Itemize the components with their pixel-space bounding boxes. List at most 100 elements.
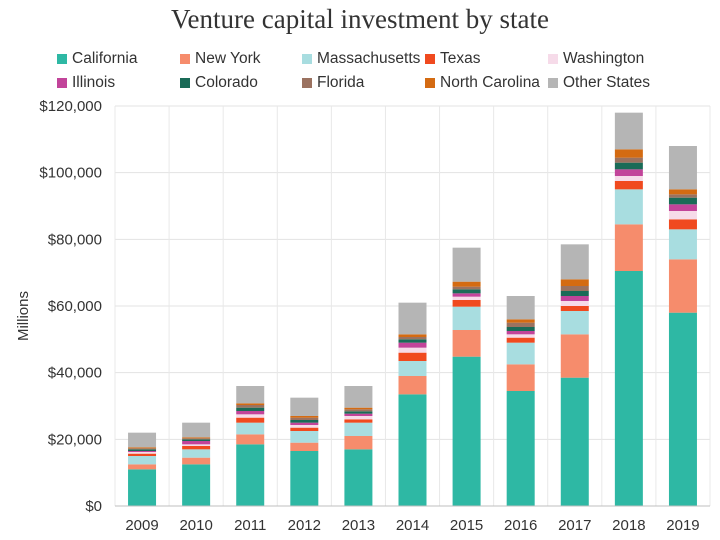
bar-colorado-2009	[128, 449, 157, 451]
bar-other-states-2017	[560, 244, 589, 280]
bar-texas-2017	[560, 306, 589, 311]
bar-massachusetts-2018	[614, 189, 643, 225]
bar-washington-2012	[290, 425, 319, 428]
legend-label: California	[72, 50, 138, 67]
bar-massachusetts-2019	[668, 229, 697, 260]
bar-illinois-2019	[668, 204, 697, 211]
bar-colorado-2010	[182, 439, 211, 441]
bar-north-carolina-2019	[668, 189, 697, 195]
bar-massachusetts-2010	[182, 449, 211, 458]
bar-other-states-2019	[668, 146, 697, 190]
legend-item-washington: Washington	[548, 49, 644, 69]
x-tick-label: 2011	[234, 517, 266, 534]
bar-texas-2013	[344, 419, 373, 423]
bar-new-york-2013	[344, 436, 373, 450]
x-tick-label: 2013	[342, 517, 375, 534]
bar-colorado-2013	[344, 411, 373, 414]
bar-north-carolina-2009	[128, 447, 157, 449]
bar-colorado-2012	[290, 420, 319, 423]
bar-colorado-2011	[236, 407, 265, 411]
bar-texas-2016	[506, 337, 535, 343]
legend-swatch	[302, 54, 312, 64]
legend-swatch	[548, 78, 558, 88]
legend-item-colorado: Colorado	[180, 73, 258, 93]
bar-illinois-2014	[398, 342, 427, 348]
x-tick-label: 2018	[612, 517, 645, 534]
legend-label: Texas	[440, 50, 481, 67]
bar-florida-2014	[398, 337, 427, 340]
bar-new-york-2015	[452, 330, 481, 357]
bar-california-2013	[344, 449, 373, 506]
bar-washington-2013	[344, 416, 373, 420]
legend-label: Washington	[563, 50, 645, 67]
legend-item-north-carolina: North Carolina	[425, 73, 540, 93]
legend-label: Florida	[317, 74, 365, 91]
bar-california-2010	[182, 464, 211, 506]
bar-north-carolina-2013	[344, 407, 373, 410]
bar-other-states-2016	[506, 296, 535, 320]
bar-california-2018	[614, 271, 643, 506]
bar-washington-2017	[560, 301, 589, 306]
x-tick-label: 2009	[125, 517, 158, 534]
bar-illinois-2018	[614, 169, 643, 176]
bar-texas-2018	[614, 181, 643, 190]
bar-other-states-2010	[182, 422, 211, 438]
bar-massachusetts-2013	[344, 422, 373, 436]
chart-title: Venture capital investment by state	[171, 4, 549, 34]
bar-texas-2014	[398, 352, 427, 361]
bar-california-2015	[452, 356, 481, 506]
legend-label: Colorado	[195, 74, 258, 91]
legend-swatch	[425, 78, 435, 88]
bar-illinois-2010	[182, 441, 211, 445]
bar-new-york-2012	[290, 442, 319, 451]
x-tick-label: 2015	[450, 517, 483, 534]
bar-new-york-2009	[128, 464, 157, 470]
bar-north-carolina-2017	[560, 279, 589, 286]
x-tick-label: 2019	[666, 517, 699, 534]
bar-other-states-2018	[614, 112, 643, 150]
bar-illinois-2012	[290, 422, 319, 425]
bar-massachusetts-2017	[560, 311, 589, 335]
bar-north-carolina-2010	[182, 437, 211, 439]
bar-illinois-2011	[236, 411, 265, 415]
bar-new-york-2010	[182, 457, 211, 465]
legend-item-other-states: Other States	[548, 73, 650, 93]
bar-california-2009	[128, 469, 157, 506]
bar-other-states-2013	[344, 386, 373, 408]
legend-label: Illinois	[72, 74, 116, 91]
legend-label: Other States	[563, 74, 651, 91]
bar-north-carolina-2014	[398, 334, 427, 337]
bar-colorado-2018	[614, 162, 643, 170]
y-tick-label: $120,000	[39, 98, 102, 115]
legend-label: North Carolina	[440, 74, 540, 91]
legend-item-florida: Florida	[302, 73, 364, 93]
legend-swatch	[425, 54, 435, 64]
bar-texas-2012	[290, 427, 319, 431]
bar-florida-2018	[614, 157, 643, 163]
bar-new-york-2019	[668, 259, 697, 313]
bar-illinois-2016	[506, 331, 535, 335]
x-tick-label: 2016	[504, 517, 537, 534]
bar-massachusetts-2012	[290, 431, 319, 443]
bar-washington-2015	[452, 296, 481, 300]
legend: California New York Massachusetts Texas Wash…	[57, 49, 697, 93]
bar-new-york-2016	[506, 364, 535, 391]
x-tick-label: 2014	[396, 517, 429, 534]
bar-california-2017	[560, 377, 589, 506]
bar-north-carolina-2012	[290, 416, 319, 418]
legend-item-new-york: New York	[180, 49, 260, 69]
legend-item-illinois: Illinois	[57, 73, 115, 93]
bar-florida-2009	[128, 448, 157, 450]
bar-north-carolina-2016	[506, 319, 535, 323]
bar-florida-2019	[668, 194, 697, 198]
bar-illinois-2013	[344, 413, 373, 416]
legend-swatch	[57, 54, 67, 64]
bar-california-2011	[236, 444, 265, 506]
legend-swatch	[57, 78, 67, 88]
y-tick-label: $60,000	[48, 298, 102, 315]
y-tick-label: $100,000	[39, 165, 102, 182]
y-tick-label: $0	[85, 498, 102, 515]
bar-other-states-2015	[452, 247, 481, 282]
bar-california-2019	[668, 312, 697, 506]
